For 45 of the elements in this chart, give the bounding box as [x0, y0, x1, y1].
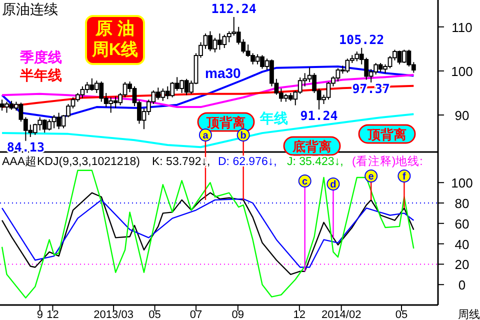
series-label: J: 35.423↓,	[287, 156, 344, 168]
x-tick-label: 07	[190, 309, 202, 320]
y-tick-label: 80	[454, 196, 470, 211]
legend-label: 年线	[259, 110, 288, 126]
line-series	[1, 192, 414, 275]
annotation: 周K线	[90, 40, 138, 59]
y-tick-label: 100	[451, 176, 473, 191]
x-tick-label: 2014/02	[321, 309, 362, 320]
x-axis-title: 周线	[458, 308, 480, 320]
annotation: 112.24	[211, 1, 256, 16]
x-tick-label: 2013/03	[94, 309, 134, 320]
ref-line-label: a	[202, 130, 209, 142]
y-tick-label: 40	[454, 236, 470, 252]
x-tick-label: 12	[46, 309, 59, 320]
x-tick-label: 05	[148, 309, 161, 320]
annotation: 顶背离	[206, 115, 246, 130]
ref-line-label: d	[330, 180, 336, 190]
chart-title: 原油连续	[2, 1, 58, 17]
annotation: 底背离	[292, 139, 332, 154]
x-tick-label: 12	[293, 309, 306, 320]
series-label: ma30	[205, 65, 242, 81]
line-series	[1, 84, 415, 108]
y-tick-label: 110	[452, 20, 472, 35]
chart-title: AAA超KDJ(9,3,3,1021218)	[2, 155, 140, 168]
ref-line-label: e	[368, 172, 374, 182]
annotation: 84.13	[6, 139, 45, 154]
series-label: 半年线	[19, 67, 62, 83]
y-tick-label: 20	[454, 257, 470, 272]
x-tick-label: 09	[232, 309, 244, 320]
ref-line-label: c	[302, 176, 308, 188]
text: 季度线	[19, 49, 62, 65]
annotation: 105.22	[339, 32, 384, 47]
annotation: 91.24	[300, 108, 338, 124]
y-tick-label: 90	[454, 108, 470, 123]
y-tick-label: 60	[454, 216, 470, 232]
annotation: 原 油	[94, 19, 134, 38]
x-tick-label: 05	[395, 309, 408, 320]
line-series	[1, 170, 414, 298]
y-tick-label: 0	[458, 278, 466, 293]
annotation: (看注释)地线:	[352, 154, 423, 168]
ref-line-label: b	[240, 130, 246, 142]
ref-line-label: f	[402, 172, 407, 182]
x-tick-label: 9	[36, 309, 43, 320]
annotation: 顶背离	[366, 127, 406, 142]
y-tick-label: 100	[451, 64, 473, 79]
